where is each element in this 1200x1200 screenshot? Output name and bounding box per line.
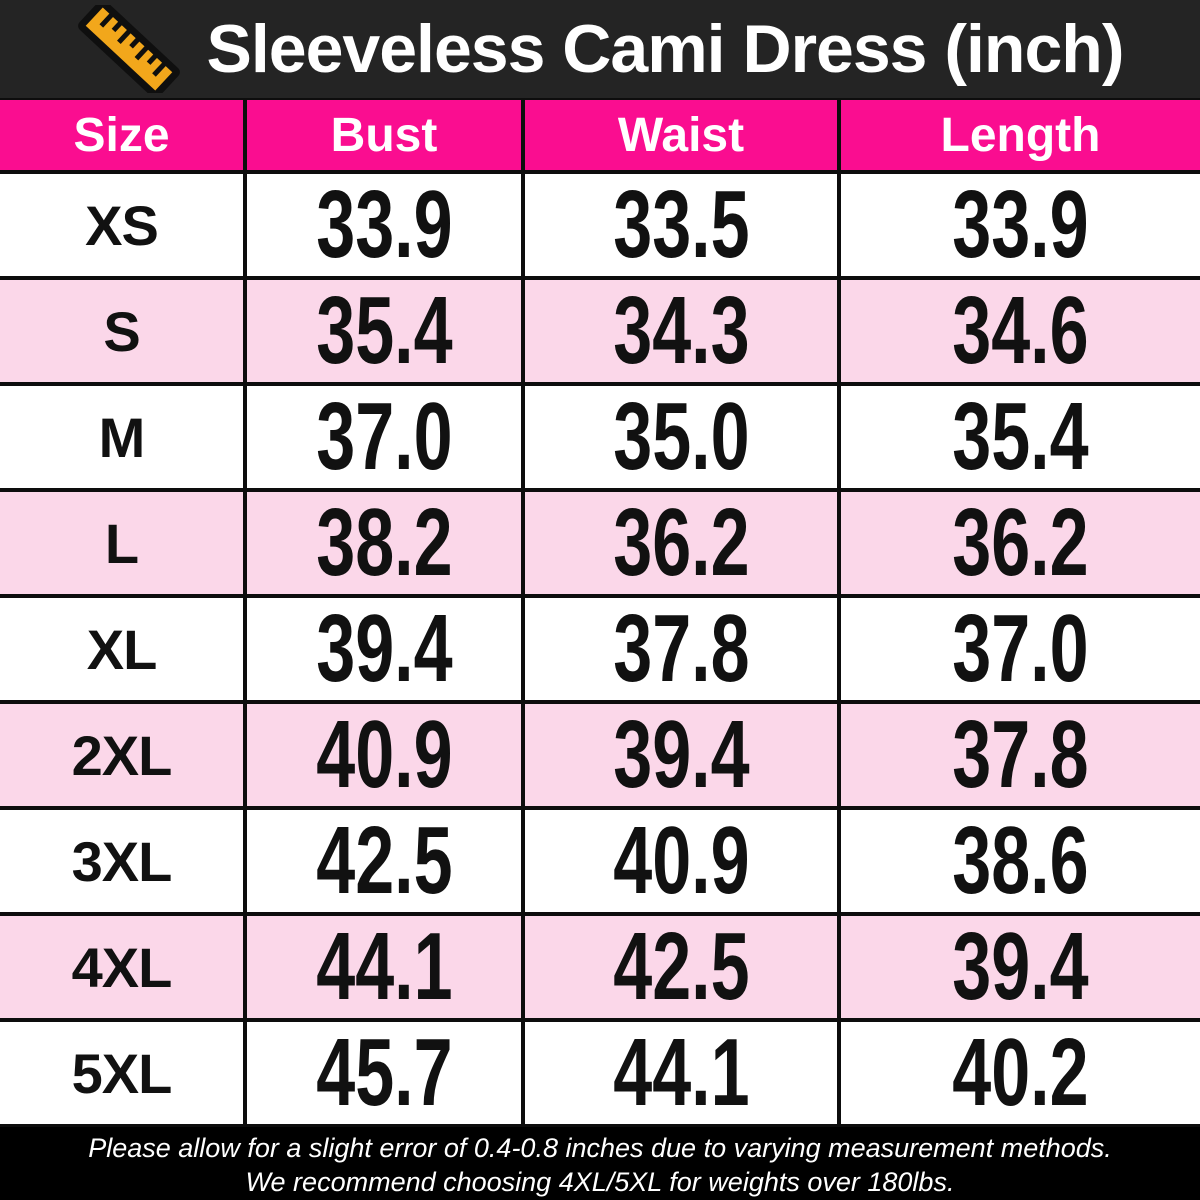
bust-cell-value: 42.5 [315, 810, 453, 912]
footer-line-2: We recommend choosing 4XL/5XL for weight… [245, 1166, 955, 1197]
length-cell: 39.4 [841, 916, 1200, 1018]
size-cell-value: L [104, 511, 139, 575]
bust-cell: 37.0 [247, 386, 521, 488]
length-cell-value: 36.2 [952, 492, 1089, 594]
waist-cell-value: 35.0 [612, 386, 750, 488]
size-cell: M [0, 386, 243, 488]
size-cell-value: 4XL [71, 935, 173, 999]
size-cell-value: S [103, 299, 140, 363]
size-cell: 4XL [0, 916, 243, 1018]
waist-cell: 39.4 [525, 704, 837, 806]
size-cell: XL [0, 598, 243, 700]
waist-cell-value: 37.8 [612, 598, 750, 700]
bust-cell: 33.9 [247, 174, 521, 276]
length-cell-value: 37.0 [952, 598, 1089, 700]
waist-cell: 42.5 [525, 916, 837, 1018]
size-cell: 2XL [0, 704, 243, 806]
size-chart-table: Size Bust Waist Length XS 33.9 33.5 33.9 S 35… [0, 98, 1200, 1127]
waist-cell-value: 34.3 [612, 280, 750, 382]
bust-cell-value: 40.9 [315, 704, 453, 806]
size-cell-value: 5XL [71, 1041, 173, 1105]
length-cell: 37.0 [841, 598, 1200, 700]
bust-cell: 42.5 [247, 810, 521, 912]
size-cell: S [0, 280, 243, 382]
size-cell: XS [0, 174, 243, 276]
column-header-waist: Waist [525, 100, 837, 170]
column-header-size: Size [0, 100, 243, 170]
length-cell-value: 33.9 [952, 174, 1089, 276]
footer-line-1: Please allow for a slight error of 0.4-0… [88, 1132, 1112, 1163]
size-cell: 3XL [0, 810, 243, 912]
waist-cell-value: 42.5 [612, 916, 750, 1018]
bust-cell: 40.9 [247, 704, 521, 806]
page-title: Sleeveless Cami Dress (inch) [206, 11, 1125, 87]
size-cell: L [0, 492, 243, 594]
waist-cell-value: 44.1 [612, 1022, 750, 1124]
waist-cell-value: 36.2 [612, 492, 750, 594]
waist-cell-value: 33.5 [612, 174, 750, 276]
length-cell-value: 35.4 [952, 386, 1089, 488]
bust-cell: 35.4 [247, 280, 521, 382]
bust-cell-value: 45.7 [315, 1022, 453, 1124]
waist-cell: 33.5 [525, 174, 837, 276]
bust-cell-value: 35.4 [315, 280, 453, 382]
size-cell-value: XS [85, 193, 159, 257]
waist-cell: 36.2 [525, 492, 837, 594]
bust-cell-value: 38.2 [315, 492, 453, 594]
column-header-bust: Bust [247, 100, 521, 170]
length-cell: 40.2 [841, 1022, 1200, 1124]
waist-cell: 37.8 [525, 598, 837, 700]
waist-cell-value: 39.4 [612, 704, 750, 806]
bust-cell: 44.1 [247, 916, 521, 1018]
length-cell: 34.6 [841, 280, 1200, 382]
waist-cell: 40.9 [525, 810, 837, 912]
bust-cell: 39.4 [247, 598, 521, 700]
bust-cell-value: 37.0 [315, 386, 453, 488]
length-cell-value: 39.4 [952, 916, 1089, 1018]
bust-cell: 38.2 [247, 492, 521, 594]
waist-cell-value: 40.9 [612, 810, 750, 912]
column-header-length: Length [841, 100, 1200, 170]
ruler-icon [77, 5, 181, 93]
size-cell: 5XL [0, 1022, 243, 1124]
size-cell-value: 2XL [71, 723, 173, 787]
length-cell-value: 37.8 [952, 704, 1089, 806]
size-cell-value: 3XL [71, 829, 173, 893]
bust-cell-value: 44.1 [315, 916, 453, 1018]
length-cell-value: 40.2 [952, 1022, 1089, 1124]
bust-cell-value: 39.4 [315, 598, 453, 700]
size-cell-value: XL [86, 617, 158, 681]
length-cell-value: 34.6 [952, 280, 1089, 382]
title-bar: Sleeveless Cami Dress (inch) [0, 0, 1200, 98]
length-cell: 37.8 [841, 704, 1200, 806]
footer-note: Please allow for a slight error of 0.4-0… [0, 1127, 1200, 1200]
size-cell-value: M [98, 405, 146, 469]
length-cell-value: 38.6 [952, 810, 1089, 912]
bust-cell-value: 33.9 [315, 174, 453, 276]
length-cell: 33.9 [841, 174, 1200, 276]
waist-cell: 35.0 [525, 386, 837, 488]
waist-cell: 44.1 [525, 1022, 837, 1124]
waist-cell: 34.3 [525, 280, 837, 382]
length-cell: 35.4 [841, 386, 1200, 488]
bust-cell: 45.7 [247, 1022, 521, 1124]
length-cell: 36.2 [841, 492, 1200, 594]
length-cell: 38.6 [841, 810, 1200, 912]
